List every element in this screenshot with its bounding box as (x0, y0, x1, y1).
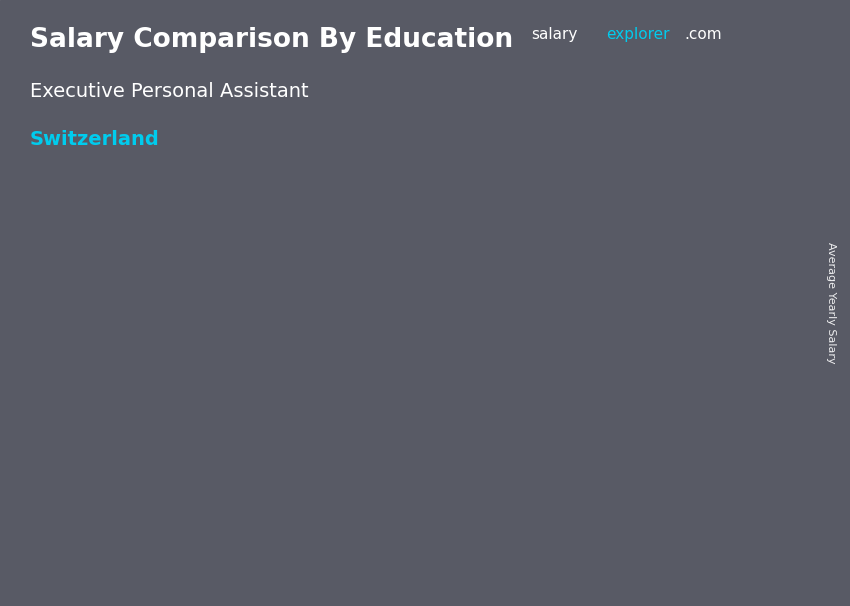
Bar (698, 76, 748, 102)
Text: Average Yearly Salary: Average Yearly Salary (826, 242, 836, 364)
Text: +38%: +38% (465, 229, 555, 257)
Polygon shape (352, 355, 481, 358)
Text: salary: salary (531, 27, 578, 42)
Polygon shape (352, 358, 460, 518)
Text: +43%: +43% (258, 291, 347, 320)
Text: 83,800 CHF: 83,800 CHF (311, 335, 415, 350)
FancyArrowPatch shape (198, 323, 404, 402)
Polygon shape (252, 405, 273, 518)
Text: explorer: explorer (606, 27, 670, 42)
Polygon shape (460, 357, 481, 518)
Polygon shape (144, 407, 252, 518)
Text: 116,000 CHF: 116,000 CHF (513, 272, 628, 287)
Polygon shape (668, 295, 688, 518)
Polygon shape (560, 293, 688, 297)
Text: Salary Comparison By Education: Salary Comparison By Education (30, 27, 513, 53)
Text: 58,500 CHF: 58,500 CHF (104, 384, 207, 399)
Polygon shape (560, 297, 668, 518)
Bar (713, 56, 733, 122)
Text: Switzerland: Switzerland (30, 130, 160, 149)
FancyArrowPatch shape (406, 265, 611, 353)
Text: Executive Personal Assistant: Executive Personal Assistant (30, 82, 309, 101)
Text: .com: .com (684, 27, 722, 42)
Polygon shape (144, 404, 273, 407)
